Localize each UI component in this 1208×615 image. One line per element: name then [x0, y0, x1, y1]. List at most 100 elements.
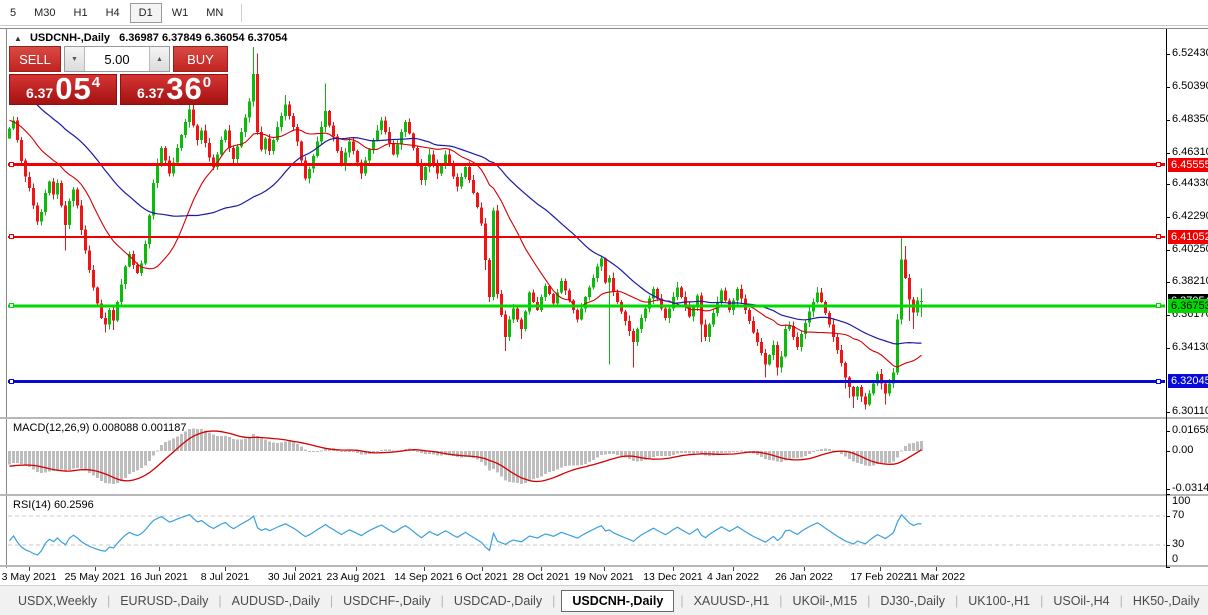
buy-price-prefix: 6.37 — [136, 85, 165, 101]
macd-tick-label: 0.016586 — [1172, 424, 1208, 436]
chart-tab-xauusd[interactable]: XAUUSD-,H1 — [693, 593, 770, 608]
buy-button[interactable]: BUY — [173, 46, 228, 72]
date-label: 8 Jul 2021 — [200, 571, 250, 583]
hline-handle[interactable] — [1156, 303, 1161, 308]
chart-tab-bar: USDX,Weekly | EURUSD-,Daily | AUDUSD-,Daily |… — [0, 585, 1208, 615]
macd-label: MACD(12,26,9) 0.008088 0.001187 — [13, 422, 187, 434]
tab-divider: | — [552, 593, 556, 608]
date-tick — [604, 567, 605, 571]
volume-increase-icon[interactable]: ▲ — [149, 47, 169, 71]
pane-separator[interactable] — [0, 417, 1208, 419]
chart-tab-usdcad[interactable]: USDCAD-,Daily — [453, 593, 543, 608]
date-label: 14 Sep 2021 — [394, 571, 454, 583]
rsi-tick — [1166, 494, 1170, 495]
price-level-badge: 6.36753 — [1168, 299, 1208, 313]
timeframe-button-w1[interactable]: W1 — [171, 6, 189, 19]
volume-input[interactable]: 5.00 — [104, 51, 130, 67]
macd-tick — [1166, 451, 1170, 452]
buy-price-pip: 0 — [202, 74, 212, 91]
date-label: 6 Oct 2021 — [456, 571, 508, 583]
hline-handle[interactable] — [9, 234, 14, 239]
timeframe-toolbar: 5 M30 H1 H4 D1 W1 MN — [0, 0, 1208, 26]
chart-tab-eurusd[interactable]: EURUSD-,Daily — [120, 593, 209, 608]
chart-tab-uk100[interactable]: UK100-,H1 — [968, 593, 1031, 608]
buy-price-display[interactable]: 6.37 36 0 — [120, 71, 228, 106]
chart-tab-audusd[interactable]: AUDUSD-,Daily — [231, 593, 320, 608]
date-label: 3 May 2021 — [1, 571, 57, 583]
hline-handle[interactable] — [9, 379, 14, 384]
hline-handle[interactable] — [1156, 162, 1161, 167]
date-label: 28 Oct 2021 — [512, 571, 570, 583]
hline-handle[interactable] — [9, 162, 14, 167]
sell-button[interactable]: SELL — [9, 46, 61, 72]
rsi-tick — [1166, 516, 1170, 517]
buy-price-main: 36 — [166, 71, 203, 106]
tab-divider: | — [1040, 593, 1044, 608]
chart-tab-usdcnh[interactable]: USDCNH-,Daily — [561, 589, 675, 612]
price-tick — [1166, 217, 1170, 218]
chart-window-border-left — [6, 28, 7, 584]
chart-tab-ukoil[interactable]: UKOil-,M15 — [792, 593, 858, 608]
tab-divider: | — [680, 593, 684, 608]
rsi-label: RSI(14) 60.2596 — [13, 499, 94, 511]
price-tick — [1166, 282, 1170, 283]
macd-tick — [1166, 431, 1170, 432]
price-level-badge: 6.41052 — [1168, 230, 1208, 244]
symbol-label: USDCNH-,Daily — [29, 32, 111, 44]
sell-price-prefix: 6.37 — [25, 85, 54, 101]
chart-tab-dj30[interactable]: DJ30-,Daily — [880, 593, 945, 608]
time-axis[interactable]: 3 May 2021 25 May 2021 16 Jun 2021 8 Jul 20… — [0, 567, 1208, 585]
date-label: 19 Nov 2021 — [574, 571, 634, 583]
rsi-tick-label: 0 — [1172, 553, 1179, 565]
price-tick — [1166, 120, 1170, 121]
date-label: 25 May 2021 — [64, 571, 126, 583]
price-axis-line — [1166, 29, 1167, 567]
date-tick — [295, 567, 296, 571]
timeframe-button-mn[interactable]: MN — [206, 6, 224, 19]
price-tick — [1166, 153, 1170, 154]
chart-tab-hk50[interactable]: HK50-,Daily — [1132, 593, 1200, 608]
price-tick-label: 6.42290 — [1172, 210, 1208, 222]
timeframe-button-m30[interactable]: M30 — [34, 6, 56, 19]
price-tick-label: 6.44330 — [1172, 177, 1208, 189]
price-tick-label: 6.48350 — [1172, 113, 1208, 125]
date-tick — [225, 567, 226, 571]
price-tick — [1166, 315, 1170, 316]
date-tick — [424, 567, 425, 571]
date-tick — [804, 567, 805, 571]
price-tick — [1166, 184, 1170, 185]
date-label: 11 Mar 2022 — [906, 571, 966, 583]
price-tick — [1166, 87, 1170, 88]
timeframe-button-h1[interactable]: H1 — [73, 6, 88, 19]
chart-tab-usdchf[interactable]: USDCHF-,Daily — [343, 593, 431, 608]
hline-handle[interactable] — [1156, 234, 1161, 239]
date-label: 30 Jul 2021 — [267, 571, 323, 583]
date-tick — [29, 567, 30, 571]
volume-decrease-icon[interactable]: ▼ — [65, 47, 85, 71]
macd-tick-label: -0.031425 — [1172, 482, 1208, 494]
timeframe-button-5[interactable]: 5 — [10, 6, 17, 19]
date-tick — [95, 567, 96, 571]
timeframe-button-h4[interactable]: H4 — [105, 6, 120, 19]
chart-tab-usdx[interactable]: USDX,Weekly — [18, 593, 97, 608]
price-level-badge: 6.32045 — [1168, 374, 1208, 388]
price-tick-label: 6.40250 — [1172, 243, 1208, 255]
date-tick — [936, 567, 937, 571]
hline-handle[interactable] — [9, 303, 14, 308]
chart-window-border — [0, 28, 1208, 29]
timeframe-button-d1[interactable]: D1 — [129, 2, 162, 23]
sell-price-main: 05 — [55, 71, 92, 106]
tab-divider: | — [779, 593, 783, 608]
pane-separator[interactable] — [0, 494, 1208, 496]
date-label: 23 Aug 2021 — [326, 571, 386, 583]
pane-separator[interactable] — [0, 565, 1208, 567]
price-tick-label: 6.30110 — [1172, 405, 1208, 417]
collapse-arrow-icon[interactable]: ▲ — [14, 34, 22, 43]
date-label: 26 Jan 2022 — [775, 571, 833, 583]
rsi-tick — [1166, 545, 1170, 546]
chart-title: ▲ USDCNH-,Daily 6.36987 6.37849 6.36054 … — [14, 32, 287, 44]
chart-tab-usoil[interactable]: USOil-,H4 — [1053, 593, 1110, 608]
hline-handle[interactable] — [1156, 379, 1161, 384]
sell-price-display[interactable]: 6.37 05 4 — [9, 71, 117, 106]
